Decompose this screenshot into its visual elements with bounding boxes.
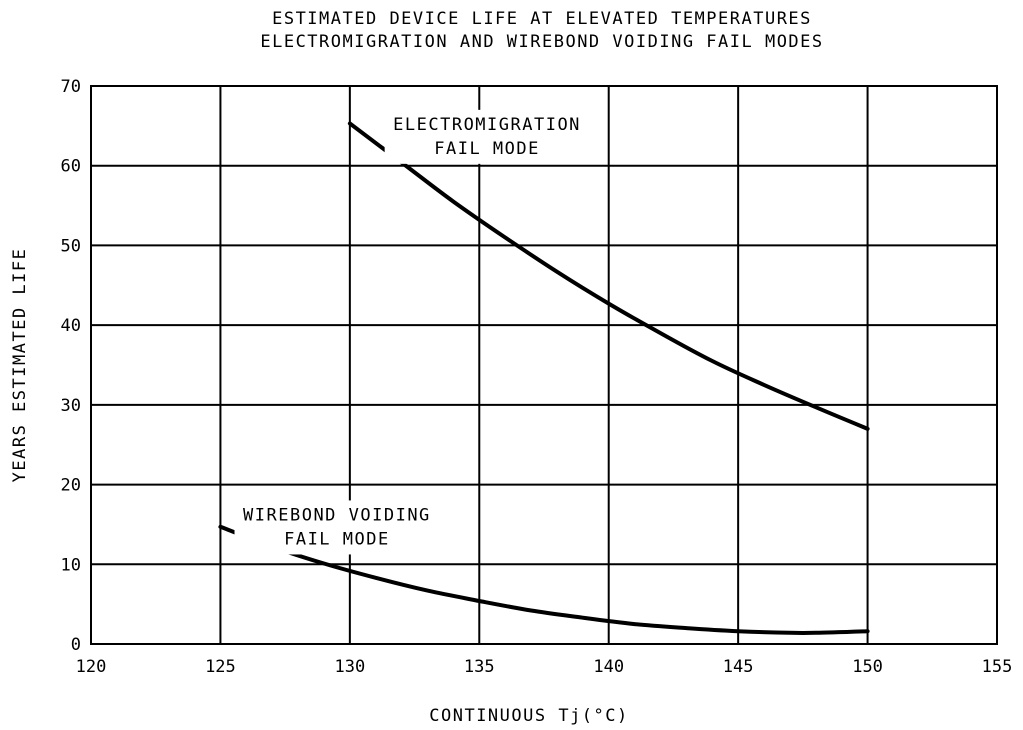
curve-label-0: ELECTROMIGRATION (393, 115, 581, 135)
chart-subtitle: ELECTROMIGRATION AND WIREBOND VOIDING FA… (260, 32, 823, 52)
curve-label-background (234, 500, 440, 555)
x-tick-label: 140 (593, 657, 624, 677)
y-tick-label: 40 (61, 316, 81, 336)
x-tick-label: 130 (334, 657, 365, 677)
y-tick-label: 50 (61, 236, 81, 256)
x-tick-label: 155 (982, 657, 1013, 677)
curve-label-0: FAIL MODE (434, 139, 540, 159)
tick-labels: 120 125 130 135 140 145 150 155 0 10 20 30 40 50 60 70 (61, 77, 1013, 677)
y-tick-label: 20 (61, 476, 81, 496)
x-tick-label: 145 (723, 657, 754, 677)
curve-label-1: WIREBOND VOIDING (243, 505, 431, 525)
x-tick-label: 150 (852, 657, 883, 677)
y-tick-label: 0 (71, 635, 81, 655)
chart-title: ESTIMATED DEVICE LIFE AT ELEVATED TEMPER… (272, 9, 812, 29)
y-tick-label: 10 (61, 555, 81, 575)
grid (90, 85, 998, 645)
x-tick-label: 125 (205, 657, 236, 677)
y-tick-label: 70 (61, 77, 81, 97)
series-line-1 (218, 524, 870, 636)
curve-label-1: FAIL MODE (284, 529, 390, 549)
y-tick-label: 30 (61, 396, 81, 416)
y-axis-label: YEARS ESTIMATED LIFE (10, 248, 30, 483)
x-axis-label: CONTINUOUS Tj(°C) (429, 706, 629, 726)
y-tick-label: 60 (61, 157, 81, 177)
curves (218, 121, 870, 636)
x-tick-label: 135 (464, 657, 495, 677)
plot-frame (90, 85, 998, 645)
curve-label-background (384, 109, 590, 164)
curve-labels: ELECTROMIGRATION FAIL MODE WIREBOND VOIDIN… (234, 109, 590, 555)
x-tick-label: 120 (76, 657, 107, 677)
series-line-0 (347, 121, 870, 431)
